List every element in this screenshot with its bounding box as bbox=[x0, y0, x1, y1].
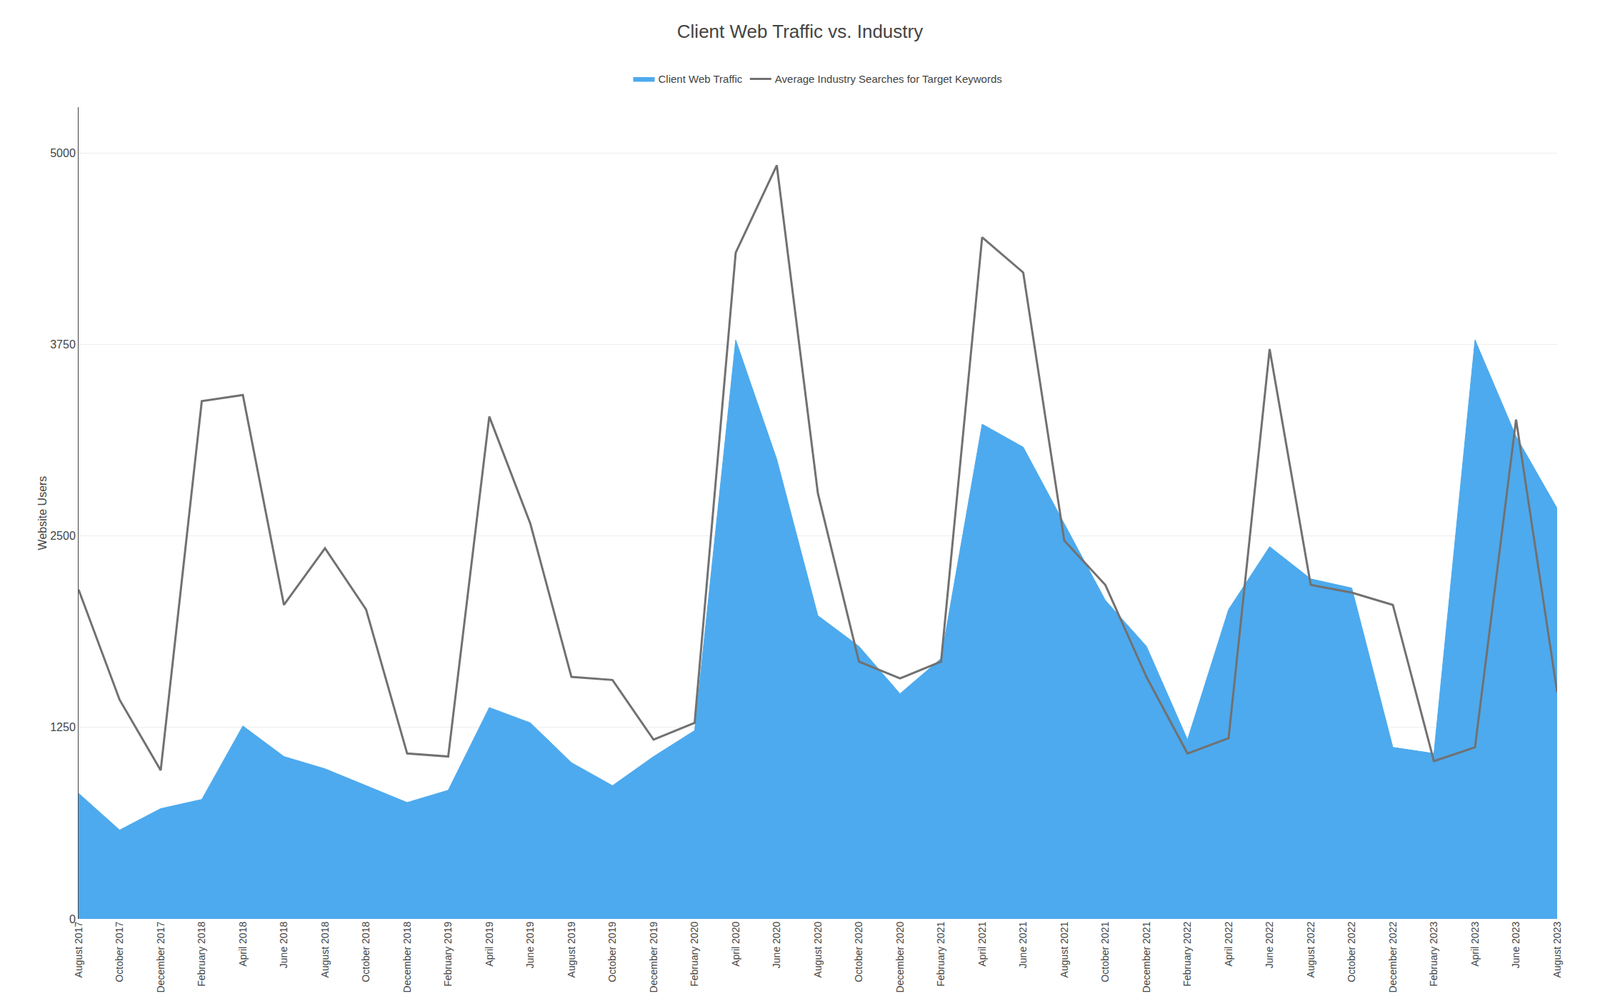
svg-text:December 2021: December 2021 bbox=[1140, 922, 1153, 994]
svg-text:Website Users: Website Users bbox=[36, 476, 49, 551]
svg-text:December 2020: December 2020 bbox=[894, 922, 906, 994]
svg-text:April 2020: April 2020 bbox=[730, 922, 742, 968]
svg-text:August 2020: August 2020 bbox=[812, 922, 824, 979]
svg-text:June 2023: June 2023 bbox=[1510, 922, 1522, 970]
svg-text:1250: 1250 bbox=[50, 721, 76, 734]
svg-text:June 2022: June 2022 bbox=[1263, 922, 1275, 970]
svg-text:October 2020: October 2020 bbox=[852, 922, 865, 983]
svg-text:Client Web Traffic: Client Web Traffic bbox=[658, 72, 743, 85]
svg-text:February 2023: February 2023 bbox=[1427, 922, 1440, 988]
svg-text:June 2019: June 2019 bbox=[524, 922, 536, 970]
svg-text:June 2020: June 2020 bbox=[770, 922, 783, 970]
svg-text:August 2019: August 2019 bbox=[565, 922, 578, 979]
svg-text:February 2020: February 2020 bbox=[688, 922, 700, 988]
svg-text:December 2019: December 2019 bbox=[647, 922, 660, 994]
svg-text:Average Industry Searches for: Average Industry Searches for Target Key… bbox=[775, 72, 1003, 85]
svg-text:October 2019: October 2019 bbox=[606, 922, 618, 983]
svg-text:5000: 5000 bbox=[50, 147, 76, 160]
svg-text:December 2022: December 2022 bbox=[1387, 922, 1399, 994]
svg-text:February 2018: February 2018 bbox=[195, 922, 208, 988]
svg-text:August 2023: August 2023 bbox=[1551, 922, 1563, 979]
svg-text:3750: 3750 bbox=[50, 338, 76, 351]
svg-text:December 2017: December 2017 bbox=[155, 922, 167, 994]
svg-text:2500: 2500 bbox=[50, 530, 76, 543]
svg-text:February 2019: February 2019 bbox=[442, 922, 454, 988]
svg-text:April 2018: April 2018 bbox=[237, 922, 249, 968]
svg-text:April 2019: April 2019 bbox=[483, 922, 495, 968]
svg-text:October 2021: October 2021 bbox=[1099, 922, 1111, 983]
svg-text:0: 0 bbox=[69, 913, 76, 926]
svg-text:October 2022: October 2022 bbox=[1345, 922, 1358, 983]
svg-text:April 2022: April 2022 bbox=[1222, 922, 1235, 968]
svg-text:February 2021: February 2021 bbox=[935, 922, 947, 988]
svg-text:August 2021: August 2021 bbox=[1058, 922, 1070, 979]
svg-text:August 2018: August 2018 bbox=[319, 922, 331, 979]
svg-text:October 2017: October 2017 bbox=[113, 922, 125, 983]
svg-text:April 2023: April 2023 bbox=[1469, 922, 1481, 968]
svg-text:April 2021: April 2021 bbox=[976, 922, 988, 968]
svg-text:June 2021: June 2021 bbox=[1017, 922, 1029, 970]
svg-text:February 2022: February 2022 bbox=[1181, 922, 1193, 988]
svg-text:August 2022: August 2022 bbox=[1305, 922, 1317, 979]
svg-text:August 2017: August 2017 bbox=[72, 922, 85, 979]
svg-text:December 2018: December 2018 bbox=[401, 922, 413, 994]
svg-text:June 2018: June 2018 bbox=[277, 922, 290, 970]
svg-text:October 2018: October 2018 bbox=[360, 922, 372, 983]
svg-text:Client Web Traffic vs. Industr: Client Web Traffic vs. Industry bbox=[677, 20, 923, 43]
